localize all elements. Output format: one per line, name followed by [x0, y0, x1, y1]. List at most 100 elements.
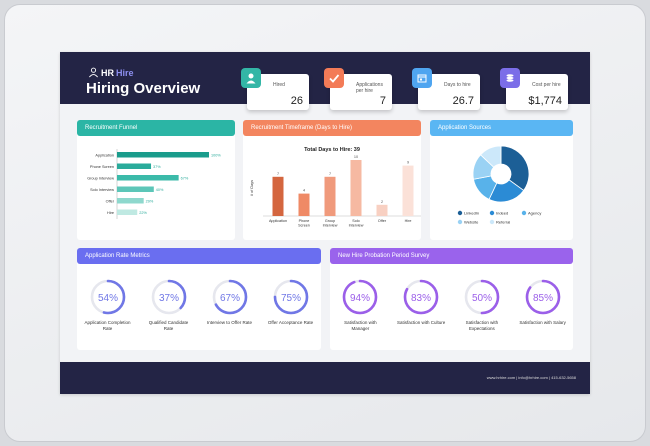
ring-progress — [403, 279, 439, 315]
legend-swatch — [457, 219, 463, 225]
ring-label: Satisfaction with Culture — [396, 320, 446, 325]
ring-label: Satisfaction with Manager — [344, 320, 377, 331]
funnel-category-label: Phone Screen — [90, 165, 114, 169]
funnel-category-label: Offer — [106, 200, 115, 204]
ring-value: 50% — [472, 293, 492, 304]
timeframe-bar — [376, 204, 388, 216]
timeframe-bar — [298, 193, 310, 216]
timeframe-chart-title: Total Days to Hire: 39 — [304, 147, 360, 153]
survey-card: New Hire Probation Period Survey 94% Sati… — [330, 248, 573, 350]
timeframe-title: Recruitment Timeframe (Days to Hire) — [243, 120, 421, 136]
sources-card: Application Sources LinkedIn Indeed Agency… — [430, 120, 573, 240]
ring-progress — [273, 279, 308, 315]
survey-title: New Hire Probation Period Survey — [330, 248, 573, 264]
progress-ring: 37% — [151, 279, 186, 315]
legend-label: Referral — [496, 220, 510, 225]
ring-label: Satisfaction with Salary — [519, 320, 566, 325]
brand-logo: HR Hire — [88, 67, 134, 78]
ring-progress — [212, 279, 247, 315]
ring-progress — [464, 279, 500, 315]
calendar-icon — [412, 68, 432, 88]
funnel-category-label: Solo Interview — [90, 188, 114, 192]
footer-contact: www.hrhire.com | info@hrhire.com | 415-6… — [486, 375, 576, 380]
funnel-value-label: 29% — [146, 200, 154, 204]
progress-ring: 85% — [525, 279, 560, 315]
ring-value: 85% — [533, 293, 553, 304]
timeframe-category-label: Group — [325, 219, 335, 223]
funnel-value-label: 100% — [211, 154, 221, 158]
legend-swatch — [489, 219, 495, 225]
funnel-category-label: Application — [95, 154, 114, 158]
check-icon — [324, 68, 344, 88]
progress-ring: 75% — [273, 279, 308, 315]
legend-label: LinkedIn — [464, 211, 479, 216]
funnel-bar — [117, 163, 152, 169]
kpi-cost-per-hire: Cost per hire $1,774 — [500, 68, 568, 110]
pie-slice — [480, 145, 502, 168]
sources-title: Application Sources — [430, 120, 573, 136]
kpi-value: 7 — [379, 95, 386, 107]
legend-swatch — [489, 210, 495, 216]
timeframe-value-label: 4 — [303, 189, 305, 193]
progress-ring: 50% — [464, 279, 500, 315]
ring-label: Application Completion Rate — [84, 320, 131, 331]
timeframe-category-label: Hire — [405, 219, 412, 223]
footer: www.hrhire.com | info@hrhire.com | 415-6… — [60, 362, 590, 394]
kpi-days-to-hire: Days to hire 26.7 — [412, 68, 480, 110]
legend-swatch — [521, 210, 527, 216]
brand-hr: HR — [101, 67, 114, 78]
ring-value: 83% — [411, 293, 431, 304]
dashboard: HR Hire Hiring Overview Hired 26 Applicat… — [60, 52, 590, 394]
ring-value: 67% — [219, 293, 239, 304]
ring-value: 94% — [350, 293, 370, 304]
timeframe-bar — [350, 160, 362, 216]
funnel-value-label: 40% — [156, 188, 164, 192]
sources-chart: LinkedIn Indeed Agency Website Referral — [457, 145, 541, 225]
timeframe-category-label: Interview — [323, 224, 338, 228]
funnel-bar — [117, 209, 138, 215]
timeframe-bar — [272, 176, 284, 216]
timeframe-value-label: 10 — [354, 155, 358, 159]
pie-slice — [500, 145, 530, 192]
funnel-title: Recruitment Funnel — [77, 120, 235, 136]
coins-icon — [500, 68, 520, 88]
rates-title: Application Rate Metrics — [77, 248, 321, 264]
funnel-bar — [117, 152, 209, 158]
ring-label: Interview to Offer Rate — [207, 320, 252, 325]
ring-progress — [343, 279, 378, 315]
funnel-category-label: Group Interview — [87, 177, 114, 181]
funnel-value-label: 37% — [153, 165, 161, 169]
progress-ring: 54% — [90, 279, 125, 315]
timeframe-category-label: Offer — [378, 219, 387, 223]
legend-label: Website — [464, 220, 479, 225]
legend-label: Agency — [528, 211, 541, 216]
timeframe-chart: Total Days to Hire: 39 # of Days 7 Applicat… — [250, 147, 421, 228]
funnel-chart: Application 100% Phone Screen 37% Group Inte… — [87, 149, 221, 219]
ring-value: 37% — [158, 293, 178, 304]
rates-card: Application Rate Metrics 54% Application … — [77, 248, 321, 350]
timeframe-value-label: 2 — [381, 200, 383, 204]
progress-ring: 83% — [403, 279, 439, 315]
ring-label: Satisfaction with Expectations — [465, 320, 499, 331]
funnel-value-label: 22% — [139, 211, 147, 215]
timeframe-card: Recruitment Timeframe (Days to Hire) Tot… — [243, 120, 421, 240]
timeframe-category-label: Phone — [299, 219, 310, 223]
funnel-value-label: 67% — [181, 177, 189, 181]
kpi-value: 26 — [290, 95, 303, 107]
timeframe-category-label: Application — [269, 219, 287, 223]
brand-hire: Hire — [116, 67, 134, 78]
funnel-bar — [117, 186, 154, 192]
funnel-card: Recruitment Funnel Application 100% Phone … — [77, 120, 235, 240]
ring-progress — [90, 279, 125, 315]
legend-swatch — [457, 210, 463, 216]
timeframe-bar — [324, 176, 336, 216]
timeframe-value-label: 9 — [407, 161, 409, 165]
ring-label: Qualified Candidate Rate — [148, 320, 189, 331]
kpi-hired: Hired 26 — [241, 68, 309, 110]
legend-label: Indeed — [496, 211, 508, 216]
timeframe-bar — [402, 165, 414, 216]
ring-progress — [525, 279, 560, 315]
person-outline-icon — [89, 67, 98, 78]
timeframe-category-label: Solo — [352, 219, 359, 223]
page-title: Hiring Overview — [86, 80, 201, 97]
